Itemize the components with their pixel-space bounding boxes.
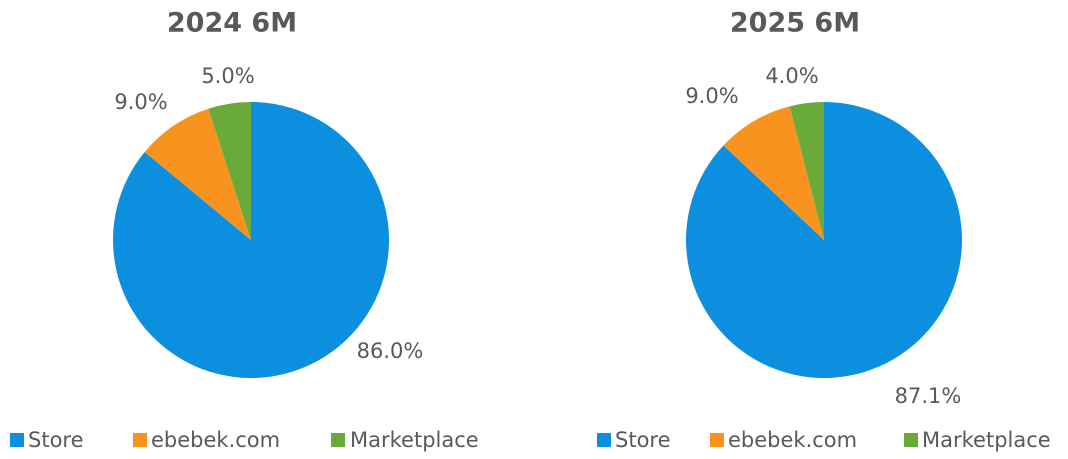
chart-title: 2024 6M — [167, 8, 297, 39]
pie-slice — [686, 102, 963, 379]
legend-swatch — [597, 433, 611, 447]
legend-swatch — [331, 433, 345, 447]
data-label: 86.0% — [357, 339, 424, 363]
legend-swatch — [710, 433, 724, 447]
legend-swatch — [904, 433, 918, 447]
legend-swatch — [10, 433, 24, 447]
chart-title: 2025 6M — [730, 8, 860, 39]
legend-label: ebebek.com — [151, 428, 280, 452]
pie-slice — [144, 108, 251, 240]
pie-slice — [208, 102, 251, 240]
pie-slice — [723, 106, 824, 241]
data-label: 87.1% — [895, 384, 962, 408]
legend-label: ebebek.com — [728, 428, 857, 452]
data-label: 4.0% — [765, 64, 818, 88]
legend-label: Marketplace — [350, 428, 479, 452]
pie-slice — [789, 102, 824, 240]
legend-label: Marketplace — [922, 428, 1051, 452]
legend-label: Store — [615, 428, 671, 452]
data-label: 9.0% — [685, 84, 738, 108]
data-label: 9.0% — [114, 90, 167, 114]
legend-swatch — [133, 433, 147, 447]
data-label: 5.0% — [201, 64, 254, 88]
legend-label: Store — [28, 428, 84, 452]
